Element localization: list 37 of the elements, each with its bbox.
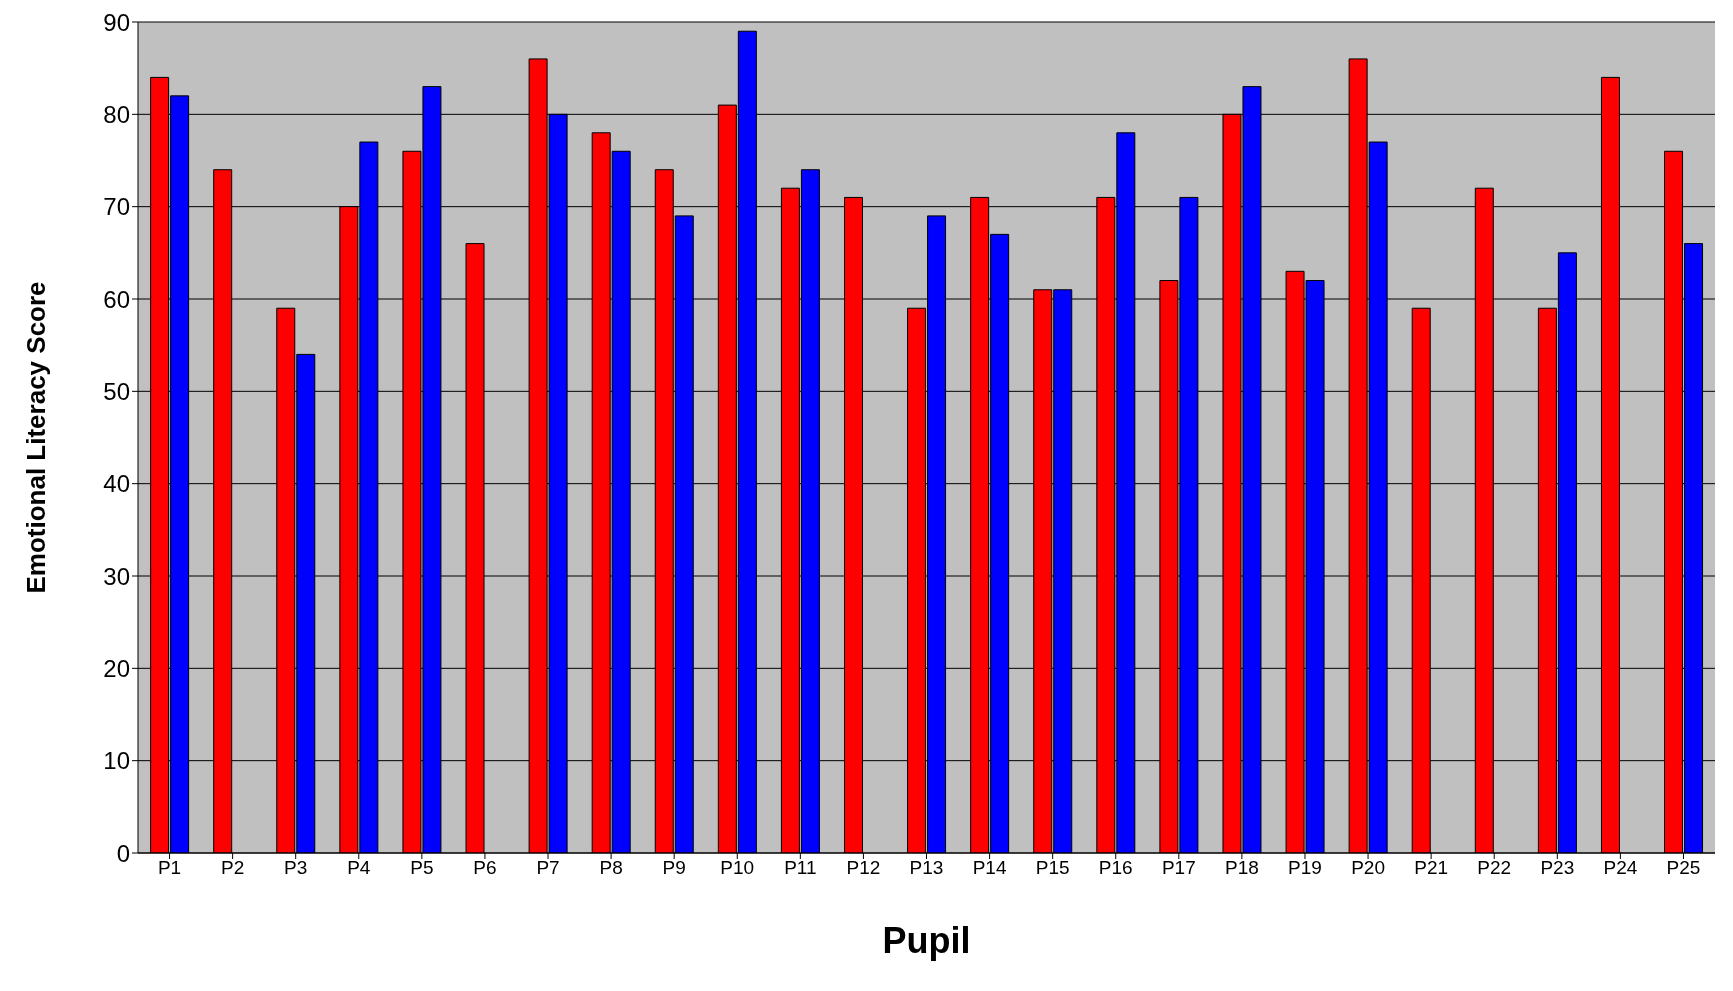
y-tick-label: 10 <box>103 747 130 775</box>
x-tick-label: P25 <box>1666 857 1701 879</box>
x-tick-label: P22 <box>1477 857 1512 879</box>
y-tick-label: 40 <box>103 470 130 498</box>
x-tick-label: P20 <box>1351 857 1385 879</box>
x-tick-label: P24 <box>1603 857 1638 879</box>
x-axis-title: Pupil <box>882 920 971 961</box>
x-tick-label: P14 <box>972 857 1007 879</box>
y-tick-label: 90 <box>103 8 130 36</box>
x-tick-label: P4 <box>347 857 371 879</box>
x-tick-label: P9 <box>662 857 686 879</box>
x-tick-label: P11 <box>784 857 817 879</box>
y-tick-label: 70 <box>103 193 130 221</box>
x-tick-label: P5 <box>410 857 434 879</box>
y-tick-label: 80 <box>103 100 130 128</box>
x-tick-label: P1 <box>157 857 182 879</box>
x-tick-label: P17 <box>1161 857 1196 879</box>
x-tick-label: P21 <box>1414 857 1449 879</box>
y-tick-label: 50 <box>103 377 130 405</box>
x-tick-label: P15 <box>1035 857 1070 879</box>
x-tick-label: P3 <box>284 857 308 879</box>
x-tick-label: P10 <box>720 857 755 879</box>
x-tick-label: P6 <box>473 857 497 879</box>
y-axis-title: Emotional Literacy Score <box>21 281 52 594</box>
x-tick-label: P12 <box>846 857 881 879</box>
x-tick-label: P18 <box>1224 857 1259 879</box>
y-tick-label: 30 <box>103 562 130 590</box>
y-tick-label: 20 <box>103 654 130 682</box>
x-tick-label: P2 <box>220 857 245 879</box>
y-tick-label: 60 <box>103 285 130 313</box>
x-tick-label: P16 <box>1098 857 1133 879</box>
x-tick-label: P7 <box>536 857 560 879</box>
x-tick-label: P23 <box>1540 857 1575 879</box>
y-tick-label: 0 <box>116 839 130 867</box>
x-tick-label: P13 <box>909 857 944 879</box>
x-tick-label: P8 <box>599 857 623 879</box>
x-tick-label: P19 <box>1288 857 1322 879</box>
